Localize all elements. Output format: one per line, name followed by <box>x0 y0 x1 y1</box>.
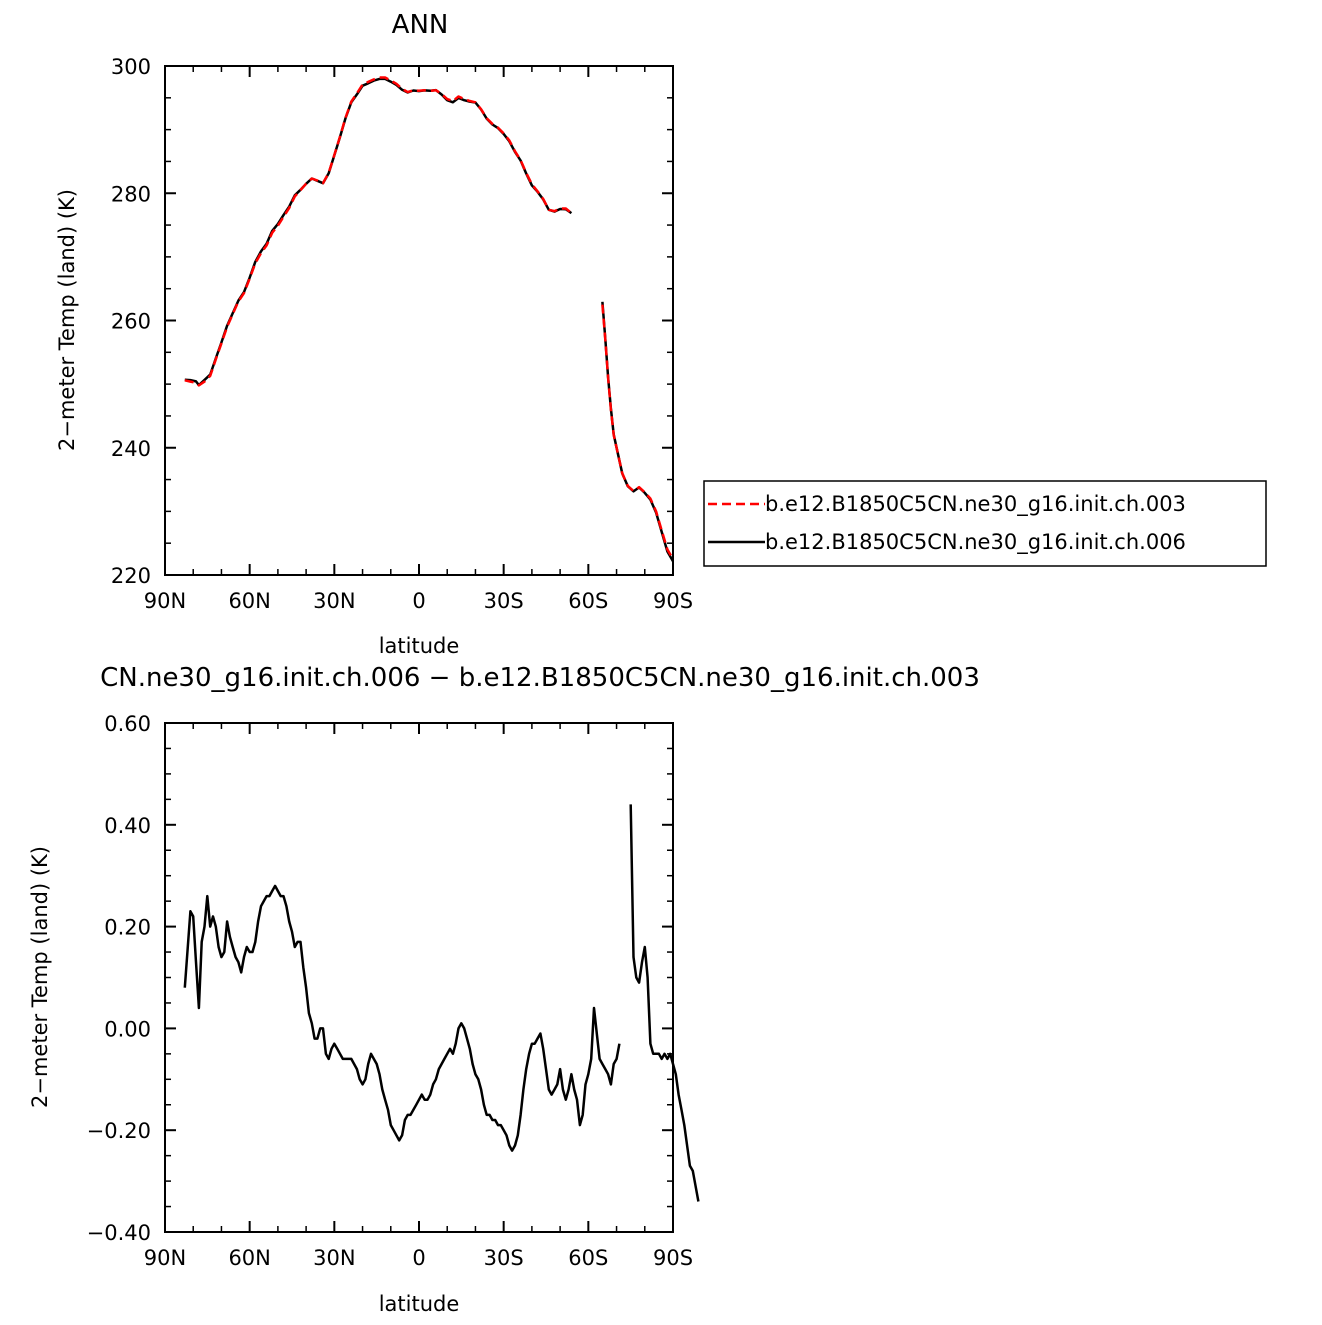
bottom-chart-title: CN.ne30_g16.init.ch.006 − b.e12.B1850C5C… <box>100 663 980 693</box>
top-chart-x-tick-label: 60N <box>228 589 270 613</box>
legend-label-series-006: b.e12.B1850C5CN.ne30_g16.init.ch.006 <box>765 530 1186 555</box>
top-chart-y-axis-label: 2−meter Temp (land) (K) <box>55 189 79 451</box>
bottom-chart-x-tick-label: 60S <box>568 1246 608 1270</box>
bottom-chart-x-tick-label: 90S <box>653 1246 693 1270</box>
bottom-chart-x-tick-label: 0 <box>412 1246 425 1270</box>
bottom-chart-y-tick-label: 0.20 <box>104 916 151 940</box>
top-chart-series-line-0-segment-0 <box>184 76 573 387</box>
bottom-chart-x-axis-label: latitude <box>379 1292 460 1316</box>
bottom-chart-series-line-0-segment-0 <box>183 884 621 1152</box>
bottom-chart-y-tick-label: 0.60 <box>104 712 151 736</box>
top-chart-x-tick-label: 0 <box>412 589 425 613</box>
top-chart-title: ANN <box>392 10 449 40</box>
top-chart-panel: ANN 90N 60N 30N 0 30S 60S 90S 220 240 260 280 300 l… <box>55 10 693 658</box>
legend: b.e12.B1850C5CN.ne30_g16.init.ch.003 b.e… <box>703 480 1267 567</box>
top-chart-y-tick-label: 260 <box>111 310 151 334</box>
top-chart-y-tick-label: 220 <box>111 564 151 588</box>
bottom-chart-y-tick-label: −0.20 <box>87 1119 151 1143</box>
top-chart-y-tick-label: 280 <box>111 182 151 206</box>
bottom-chart-x-tick-label: 30N <box>313 1246 355 1270</box>
top-chart-frame <box>164 65 674 576</box>
bottom-chart-x-tick-label: 60N <box>228 1246 270 1270</box>
top-chart-x-axis-label: latitude <box>379 634 460 658</box>
bottom-chart-y-tick-label: 0.40 <box>104 814 151 838</box>
bottom-chart-panel: CN.ne30_g16.init.ch.006 − b.e12.B1850C5C… <box>28 663 980 1316</box>
bottom-chart-y-tick-label: −0.40 <box>87 1221 151 1245</box>
bottom-chart-x-tick-label: 90N <box>144 1246 186 1270</box>
bottom-chart-y-axis-label: 2−meter Temp (land) (K) <box>28 846 52 1108</box>
bottom-chart-x-tick-label: 30S <box>484 1246 524 1270</box>
top-chart-x-tick-label: 30S <box>484 589 524 613</box>
top-chart-x-tick-label: 90S <box>653 589 693 613</box>
top-chart-x-tick-label: 30N <box>313 589 355 613</box>
top-chart-series-line-0-segment-1 <box>601 304 675 560</box>
top-chart-y-tick-label: 240 <box>111 437 151 461</box>
top-chart-plot-area: 90N 60N 30N 0 30S 60S 90S 220 240 260 280 300 <box>111 55 693 613</box>
legend-label-series-003: b.e12.B1850C5CN.ne30_g16.init.ch.003 <box>765 492 1186 517</box>
top-chart-y-tick-label: 300 <box>111 55 151 79</box>
top-chart-series-line-1-segment-0 <box>184 77 573 387</box>
legend-box <box>703 480 1267 567</box>
bottom-chart-series-line-0-segment-1 <box>629 804 700 1202</box>
bottom-chart-frame <box>164 722 674 1233</box>
bottom-chart-y-tick-label: 0.00 <box>104 1017 151 1041</box>
top-chart-x-tick-label: 90N <box>144 589 186 613</box>
bottom-chart-plot-area: 90N 60N 30N 0 30S 60S 90S −0.40 −0.20 0.00 0.20 0.4… <box>87 712 700 1270</box>
top-chart-x-tick-label: 60S <box>568 589 608 613</box>
